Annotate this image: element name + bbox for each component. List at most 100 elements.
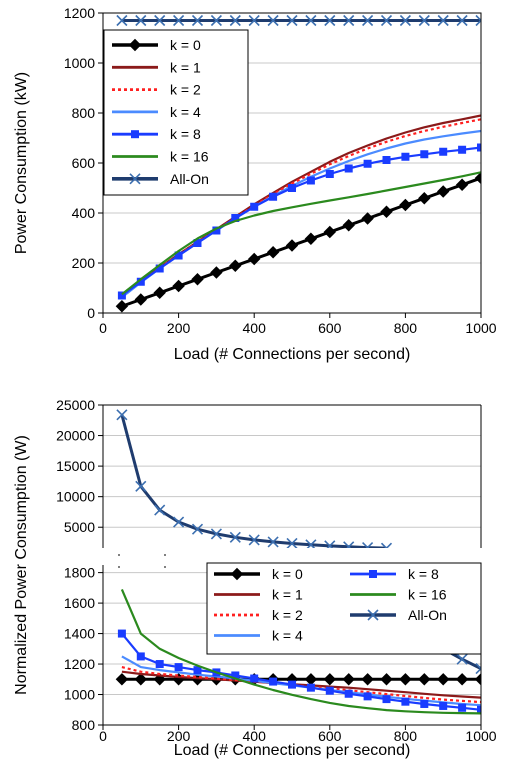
chart-2-lower-point-4-0: [117, 629, 126, 638]
chart-2-lower-ytick-label: 1200: [64, 656, 95, 672]
chart-1-point-0-0: [115, 300, 129, 313]
chart-2-xtick-label: 200: [167, 728, 191, 744]
chart-2-upper-point-6-10: [305, 539, 317, 548]
chart-1-ytick-label: 1000: [64, 55, 95, 71]
chart-1-legend-marker-4: [131, 130, 139, 139]
chart-2-xtick-label: 1000: [465, 728, 496, 744]
chart-1-point-0-18: [455, 178, 469, 191]
chart-1-point-0-1: [134, 293, 148, 306]
chart-2-legend-label-0: k = 0: [272, 566, 303, 582]
chart-2-xtick-label: 400: [243, 728, 267, 744]
chart-1-ytick-label: 1200: [64, 5, 95, 21]
chart-2-legend-box: [206, 562, 482, 655]
chart-2-upper-ytick-label: 10000: [56, 489, 95, 505]
chart-2-upper-point-6-6: [229, 531, 241, 543]
chart-1-legend-label-0: k = 0: [170, 37, 201, 53]
chart-2-upper-ytick-label: 25000: [56, 397, 95, 413]
chart-2-upper-point-6-7: [248, 534, 260, 546]
chart-2-lower-ytick-label: 1600: [64, 595, 95, 611]
chart-2-lower-point-0-11: [323, 673, 337, 686]
chart-2-lower-point-4-11: [325, 686, 334, 695]
chart-2-legend-label-1: k = 1: [272, 587, 303, 603]
chart-1-point-6-3: [173, 14, 185, 27]
chart-1-series-4: [117, 143, 481, 300]
chart-1-xtick-label: 1000: [465, 320, 496, 336]
chart-2-lower-point-0-15: [399, 673, 412, 686]
chart-1-point-0-14: [380, 205, 393, 218]
chart-1-ytick-label: 200: [72, 255, 96, 271]
chart-1-ytick-label: 600: [72, 155, 96, 171]
chart-1-point-0-19: [474, 171, 481, 185]
chart-2-lower-point-6-19: [475, 663, 481, 675]
chart-2-xtick-label: 800: [394, 728, 418, 744]
chart-1-point-4-12: [344, 164, 353, 173]
chart-2-lower-point-0-17: [436, 673, 450, 686]
chart-2-upper-point-6-9: [286, 537, 298, 548]
chart-2-upper-ytick-label: 20000: [56, 428, 95, 444]
chart-1-frame: [102, 12, 482, 314]
chart-1-point-6-8: [267, 14, 279, 27]
chart-1-point-6-18: [456, 14, 468, 27]
chart-2-upper-point-6-12: [343, 541, 355, 548]
chart-2-legend-label-3: k = 4: [272, 628, 303, 644]
chart-2-lower-point-4-15: [401, 697, 410, 706]
chart-2-lower-series-5: [120, 588, 481, 715]
chart-2-lower-point-0-16: [418, 673, 431, 686]
chart-1-point-6-16: [418, 14, 430, 27]
chart-2-lower-point-0-10: [304, 673, 318, 686]
chart-2-lower-point-0-12: [342, 673, 355, 686]
chart-1-xtick-label: 400: [243, 320, 267, 336]
chart-2-legend-marker-6: [367, 609, 379, 621]
chart-2-upper-series-6: [116, 409, 393, 548]
chart-1-series-6: [116, 14, 481, 27]
chart-1-point-4-10: [306, 176, 315, 185]
chart-2-lower-point-4-12: [344, 689, 353, 698]
chart-1-point-0-12: [342, 219, 355, 232]
chart-1-point-0-15: [399, 198, 412, 212]
chart-1-point-6-2: [154, 14, 166, 27]
chart-1-point-4-19: [477, 143, 481, 152]
chart-2-legend-label-4: k = 8: [408, 566, 439, 582]
chart-2-lower-point-4-13: [363, 692, 372, 701]
chart-1-ytick-label: 400: [72, 205, 96, 221]
chart-2-lower-series-line-5: [120, 588, 481, 715]
chart-1-point-6-15: [399, 14, 411, 27]
chart-2-upper-point-6-5: [210, 528, 222, 540]
chart-1-point-0-4: [191, 273, 204, 286]
chart-1-point-6-9: [286, 14, 298, 27]
chart-1-legend: k = 0 k = 1 k = 2 k = 4 k = 8 k = 16 All-On: [103, 29, 249, 196]
chart-2-lower-point-0-1: [134, 673, 148, 686]
chart-2-lower-ytick-label: 800: [72, 717, 96, 733]
chart-2-lower-point-0-13: [361, 673, 374, 686]
chart-2-ylabel: Normalized Power Consumption (W): [13, 435, 30, 695]
chart-2-lower-point-4-4: [193, 666, 202, 675]
chart-2-lower-point-4-8: [269, 677, 278, 686]
chart-1-legend-label-2: k = 2: [170, 82, 201, 98]
chart-1-legend-label-1: k = 1: [170, 59, 201, 75]
chart-1-point-6-6: [229, 14, 241, 27]
chart-2-legend: k = 0 k = 1 k = 2 k = 4 k = 8 k = 16 All-On: [206, 562, 482, 655]
chart-1-ytick-label: 0: [87, 305, 95, 321]
chart-2-legend-label-6: All-On: [408, 607, 447, 623]
chart-2-upper-point-6-4: [191, 523, 204, 535]
chart-1-point-4-8: [269, 192, 278, 201]
chart-1-legend-label-3: k = 4: [170, 104, 201, 120]
chart-1-point-4-15: [401, 152, 410, 161]
chart-1-point-4-11: [325, 170, 334, 178]
chart-1-xtick-label: 800: [394, 320, 418, 336]
chart-2-legend-label-2: k = 2: [272, 607, 303, 623]
chart-2-upper-point-6-11: [324, 540, 336, 548]
chart-1-point-0-5: [210, 266, 223, 279]
chart-1-point-4-9: [288, 184, 296, 192]
chart-1-xtick-label: 200: [167, 320, 191, 336]
chart-1-point-4-7: [250, 202, 259, 211]
chart-1-point-4-14: [382, 156, 391, 164]
chart-2-lower-point-4-17: [439, 701, 448, 710]
chart-2-upper-point-6-14: [380, 542, 393, 548]
chart-2-legend-marker-4: [369, 570, 377, 578]
chart-2-lower-point-0-0: [115, 673, 129, 686]
chart-1-legend-marker-0: [128, 38, 142, 52]
chart-1-xlabel: Load (# Connections per second): [174, 346, 411, 363]
chart-1-point-0-11: [323, 225, 337, 239]
